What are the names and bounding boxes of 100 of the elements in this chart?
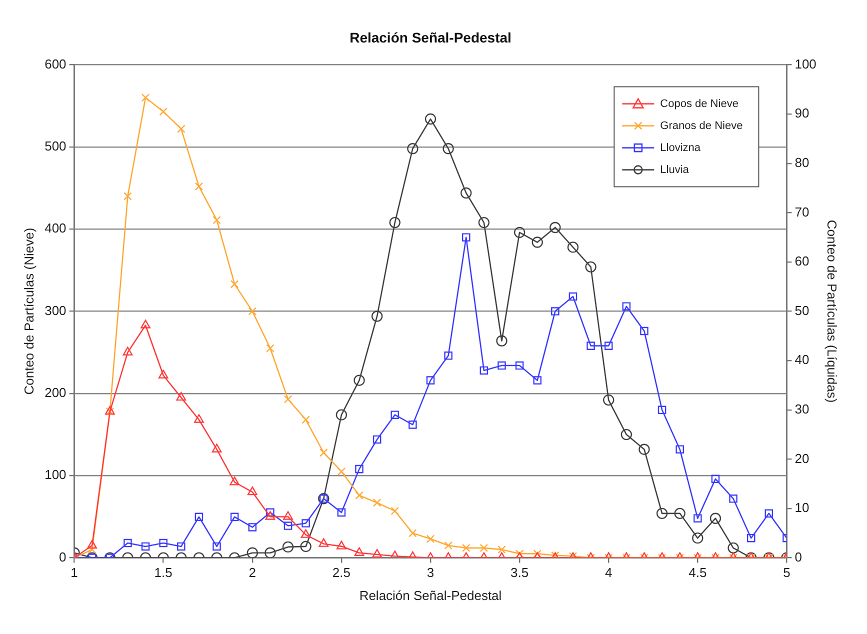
- point: [248, 307, 257, 316]
- y2-tick-label: 70: [794, 204, 810, 220]
- point: [194, 182, 204, 191]
- x-tick-label: 4: [604, 565, 612, 580]
- y-tick-label: 600: [44, 56, 66, 72]
- y2-tick-label: 80: [794, 154, 810, 170]
- point: [478, 216, 490, 228]
- point: [622, 302, 631, 311]
- point: [230, 512, 239, 522]
- point: [194, 414, 204, 423]
- point: [318, 538, 329, 547]
- y2-tick-label: 10: [794, 500, 810, 516]
- point: [284, 522, 292, 530]
- x-tick-label: 3: [426, 565, 434, 580]
- point: [282, 541, 294, 553]
- point: [603, 394, 614, 406]
- point: [337, 508, 346, 517]
- point: [728, 542, 739, 554]
- point: [176, 392, 186, 401]
- point: [212, 542, 221, 551]
- point: [264, 547, 276, 558]
- y2-tick-label: 50: [794, 302, 810, 318]
- point: [284, 395, 292, 404]
- point: [354, 547, 364, 556]
- x-tick-label: 4.5: [688, 565, 707, 580]
- point: [496, 335, 508, 346]
- y2-axis-title: Conteo de Partículas (Líquidas): [824, 220, 840, 403]
- point: [390, 550, 400, 558]
- point: [515, 361, 524, 370]
- point: [711, 474, 720, 484]
- point: [124, 192, 132, 200]
- chart-title: Relación Señal-Pedestal: [350, 29, 512, 46]
- point: [212, 216, 221, 224]
- y2-tick-label: 30: [794, 401, 810, 416]
- point: [462, 233, 470, 242]
- point: [336, 540, 346, 550]
- point: [604, 342, 613, 350]
- point: [158, 370, 168, 378]
- y2-tick-label: 100: [794, 56, 816, 72]
- legend-label: Lluvia: [660, 164, 690, 176]
- y2-tick-label: 60: [794, 254, 810, 269]
- point: [141, 542, 150, 551]
- x-axis-title: Relación Señal-Pedestal: [359, 588, 502, 603]
- point: [424, 113, 436, 125]
- point: [640, 326, 648, 336]
- point: [658, 406, 666, 414]
- point: [283, 511, 293, 520]
- point: [514, 226, 526, 238]
- point: [550, 222, 561, 234]
- y-tick-label: 100: [44, 467, 66, 482]
- point: [177, 542, 186, 551]
- point: [676, 445, 684, 454]
- point: [442, 143, 454, 154]
- point: [266, 344, 274, 352]
- point: [248, 523, 257, 532]
- point: [533, 376, 542, 384]
- point: [372, 548, 382, 558]
- point: [247, 486, 258, 496]
- point: [390, 410, 400, 419]
- point: [408, 420, 417, 429]
- point: [694, 514, 702, 522]
- point: [656, 508, 668, 520]
- point: [141, 94, 150, 102]
- y-tick-label: 200: [44, 385, 66, 400]
- point: [194, 512, 204, 522]
- point: [87, 540, 98, 549]
- point: [620, 428, 632, 440]
- point: [355, 464, 364, 474]
- x-tick-label: 1.5: [154, 565, 172, 580]
- point: [764, 509, 774, 518]
- point: [354, 374, 365, 386]
- point: [159, 108, 168, 116]
- point: [532, 236, 543, 248]
- point: [265, 511, 276, 520]
- point: [551, 307, 560, 316]
- point: [300, 540, 312, 552]
- x-tick-label: 2: [248, 565, 256, 580]
- x-tick-label: 2.5: [332, 565, 350, 580]
- point: [460, 187, 472, 199]
- y-tick-label: 300: [44, 302, 66, 318]
- point: [372, 435, 382, 444]
- point: [407, 143, 418, 154]
- legend-label: Granos de Nieve: [660, 120, 743, 132]
- point: [729, 494, 738, 503]
- point: [212, 444, 222, 452]
- point: [389, 216, 400, 228]
- point: [444, 352, 452, 360]
- x-tick-label: 3.5: [510, 565, 529, 580]
- point: [159, 538, 168, 548]
- point: [480, 366, 488, 375]
- point: [320, 448, 328, 457]
- point: [585, 261, 596, 273]
- point: [300, 529, 311, 538]
- point: [177, 124, 186, 134]
- legend-label: Copos de Nieve: [660, 98, 738, 110]
- point: [498, 361, 506, 370]
- point: [336, 409, 348, 420]
- point: [230, 476, 240, 486]
- y-tick-label: 400: [44, 220, 66, 236]
- point: [746, 534, 756, 542]
